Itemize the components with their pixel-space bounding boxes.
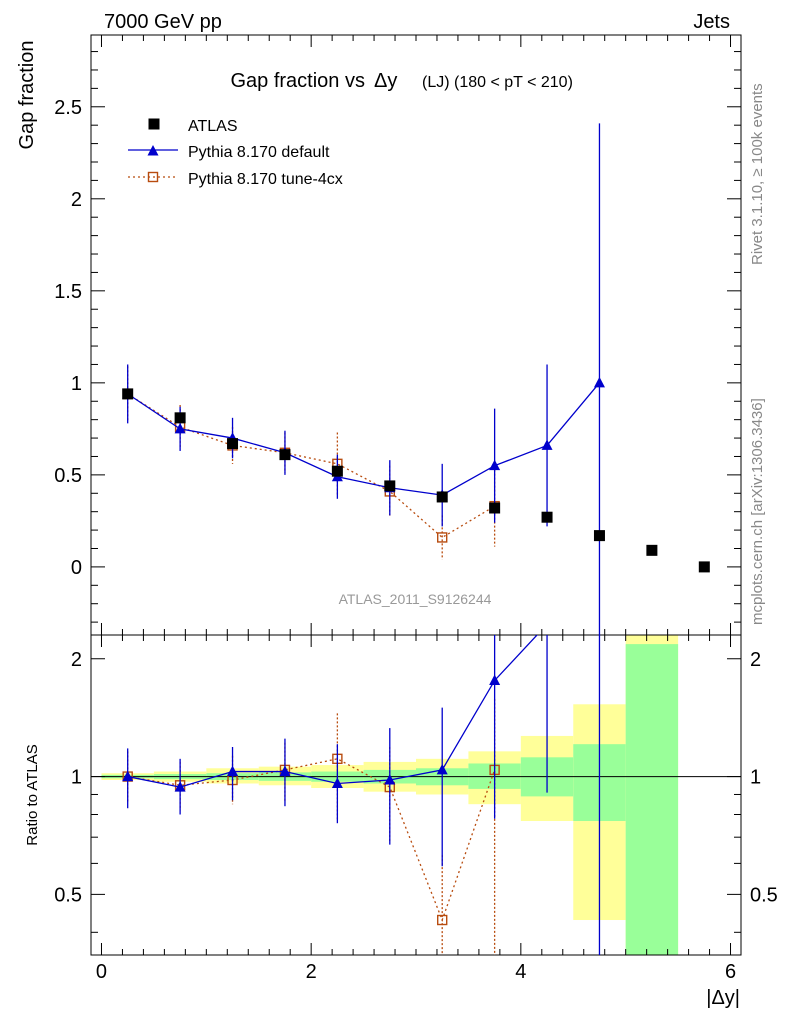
ratio-y-tick-label-right: 1 <box>750 767 761 789</box>
main-point-default <box>489 459 501 471</box>
ratio-point-default <box>174 781 186 792</box>
main-y-tick-label: 1.5 <box>54 281 82 303</box>
ratio-point-default <box>489 674 501 685</box>
main-y-tick-label: 0 <box>71 557 82 579</box>
header-energy-label: 7000 GeV pp <box>104 11 222 33</box>
legend-marker-atlas <box>148 118 160 130</box>
main-y-tick-label: 2 <box>71 189 82 211</box>
ratio-point-tune <box>437 914 448 926</box>
ratio-ylabel: Ratio to ATLAS <box>24 744 41 845</box>
ratio-line-default <box>127 635 538 788</box>
main-point-data <box>122 388 134 400</box>
ratio-y-tick-label-left: 0.5 <box>54 884 82 906</box>
main-point-default <box>174 422 186 434</box>
chart-title-suffix: (LJ) (180 < pT < 210) <box>422 74 573 91</box>
ratio-point-default <box>227 765 239 777</box>
main-ylabel: Gap fraction <box>16 41 38 150</box>
band-inner-10 <box>625 644 679 955</box>
main-point-data <box>227 438 239 450</box>
main-point-data <box>593 530 605 542</box>
main-point-tune <box>437 532 448 543</box>
legend-label-tune: Pythia 8.170 tune-4cx <box>188 171 343 188</box>
x-tick-label: 4 <box>515 961 526 983</box>
ratio-point-default <box>384 773 396 785</box>
analysis-watermark: ATLAS_2011_S9126244 <box>339 591 492 607</box>
ratio-y-tick-label-right: 2 <box>750 649 761 671</box>
rivet-version-label: Rivet 3.1.10, ≥ 100k events <box>749 83 766 265</box>
legend-label-atlas: ATLAS <box>188 118 238 135</box>
axis-frames <box>90 34 742 956</box>
main-point-data <box>279 449 291 461</box>
ratio-point-default <box>122 770 134 782</box>
main-point-data <box>489 502 501 514</box>
main-y-tick-label: 1 <box>71 373 82 395</box>
ratio-y-tick-label-left: 2 <box>71 649 82 671</box>
x-tick-label: 2 <box>306 961 317 983</box>
main-point-data <box>646 544 658 556</box>
mcplots-reference-label: mcplots.cern.ch [arXiv:1306.3436] <box>749 398 766 625</box>
ratio-xlabel: |Δy| <box>706 987 740 1009</box>
legend-marker-tune <box>147 171 159 183</box>
ratio-y-tick-label-right: 0.5 <box>750 884 778 906</box>
main-point-data <box>174 412 186 424</box>
main-point-data <box>384 480 396 492</box>
x-tick-label: 0 <box>96 961 107 983</box>
main-line-default <box>127 382 600 496</box>
main-point-default <box>593 376 605 388</box>
text-labels: 7000 GeV pp Jets Rivet 3.1.10, ≥ 100k ev… <box>16 11 778 1009</box>
ratio-line-group-default <box>127 635 538 788</box>
main-point-default <box>541 439 553 450</box>
ratio-y-tick-label-left: 1 <box>71 767 82 789</box>
chart-title-prefix: Gap fraction vs <box>230 70 365 92</box>
main-point-data <box>331 465 343 477</box>
legend-label-default: Pythia 8.170 default <box>188 144 330 161</box>
main-point-data <box>698 561 710 573</box>
main-point-data <box>436 491 448 503</box>
header-jets-label: Jets <box>693 11 730 33</box>
legend-marker-default <box>147 145 159 156</box>
data-series <box>122 118 710 955</box>
x-tick-label: 6 <box>725 961 736 983</box>
ratio-point-default <box>279 765 291 777</box>
ratio-point-default <box>331 777 343 789</box>
ratio-point-default <box>436 763 448 775</box>
chart-title-variable: Δy <box>374 70 397 92</box>
main-y-tick-label: 0.5 <box>54 465 82 487</box>
main-point-data <box>541 511 553 523</box>
main-y-tick-label: 2.5 <box>54 97 82 119</box>
